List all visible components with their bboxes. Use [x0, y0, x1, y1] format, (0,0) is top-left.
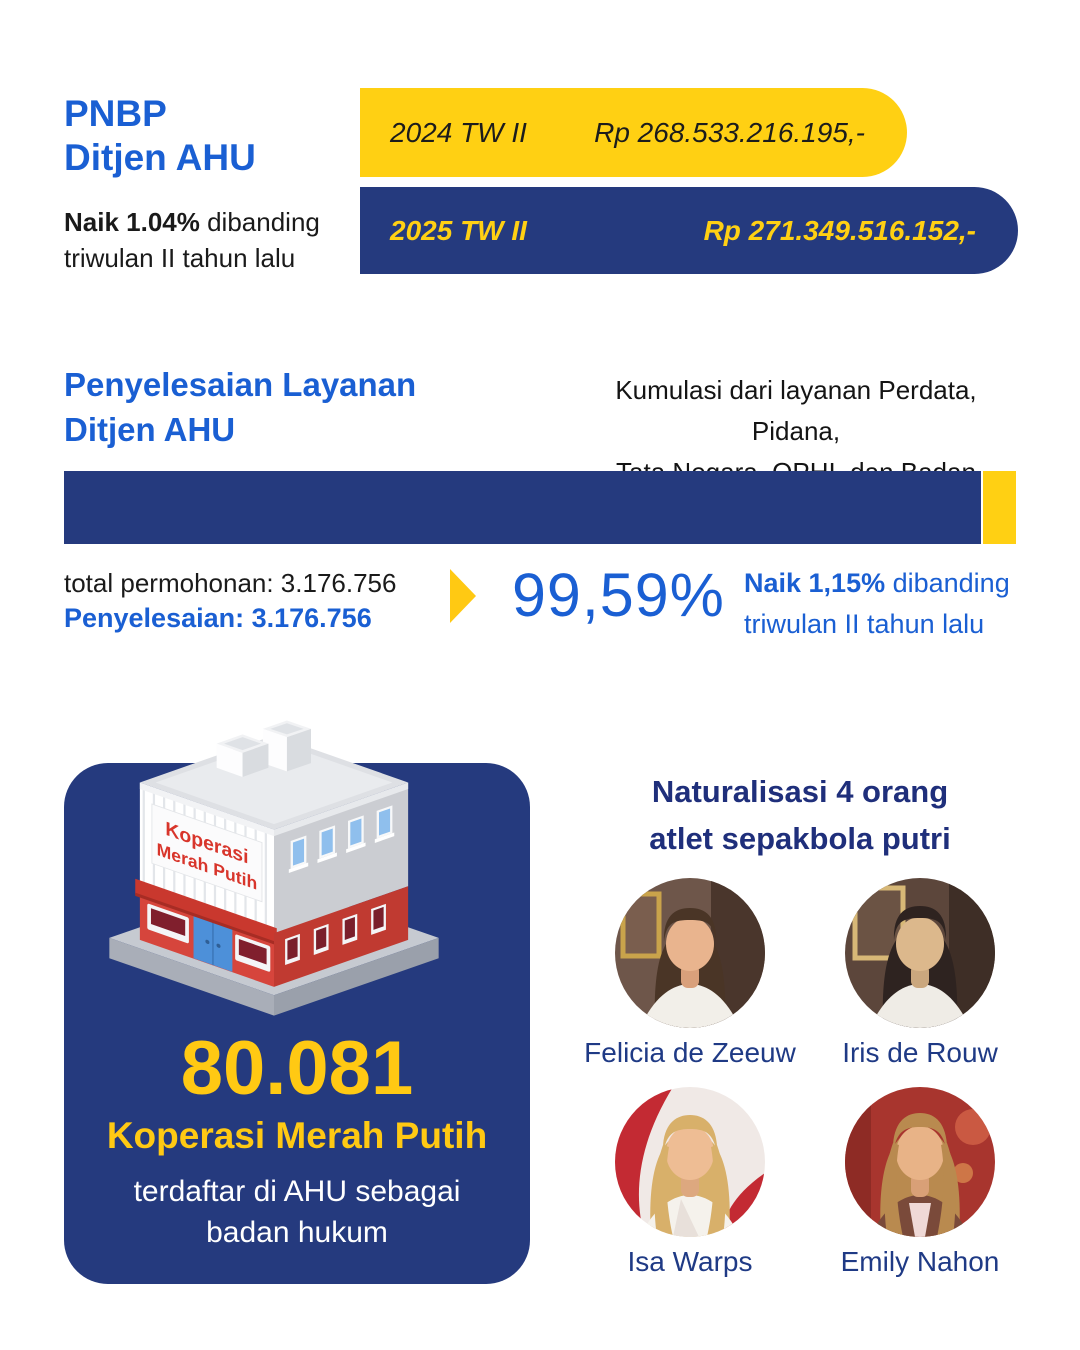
pnbp-subtitle-bold: Naik 1.04% — [64, 207, 200, 237]
layanan-note-line1: Kumulasi dari layanan Perdata, Pidana, — [615, 375, 977, 446]
athlete-felicia: Felicia de Zeeuw — [584, 878, 796, 1069]
layanan-title: Penyelesaian Layanan Ditjen AHU — [64, 362, 416, 452]
naturalisasi-title: Naturalisasi 4 orang atlet sepakbola putr… — [560, 768, 1040, 862]
athlete-photo-iris — [845, 878, 995, 1028]
total-permohonan-label: total permohonan: 3.176.756 — [64, 568, 397, 598]
bar-2025-value: Rp 271.349.516.152,- — [703, 214, 976, 246]
avatar-isa — [615, 1087, 765, 1237]
koperasi-count: 80.081 — [180, 1026, 414, 1111]
pnbp-header: PNBP Ditjen AHU Naik 1.04% dibanding triwu… — [64, 92, 364, 276]
pnbp-title-line2: Ditjen AHU — [64, 137, 256, 178]
arrow-right-icon — [450, 569, 476, 623]
koperasi-desc-line2: badan hukum — [206, 1216, 388, 1249]
koperasi-building-illustration: Koperasi Merah Putih — [109, 720, 439, 1016]
pnbp-subtitle: Naik 1.04% dibanding triwulan II tahun la… — [64, 204, 364, 276]
athlete-isa: Isa Warps — [615, 1087, 765, 1278]
avatar-felicia — [615, 878, 765, 1028]
progress-remaining-segment — [983, 471, 1016, 544]
bar-2025-period: 2025 TW II — [390, 214, 527, 246]
athletes-grid: Felicia de Zeeuw Iris de Rouw — [575, 878, 1035, 1278]
athlete-name: Felicia de Zeeuw — [584, 1037, 796, 1068]
bar-2024-period: 2024 TW II — [390, 116, 527, 148]
pnbp-subtitle-line2: triwulan II tahun lalu — [64, 243, 296, 273]
koperasi-card: Koperasi Merah Putih — [64, 720, 530, 1284]
layanan-title-line1: Penyelesaian Layanan — [64, 366, 417, 403]
avatar-iris — [845, 878, 995, 1028]
layanan-title-line2: Ditjen AHU — [64, 411, 236, 448]
athlete-iris: Iris de Rouw — [842, 878, 998, 1069]
layanan-naik-note: Naik 1,15% dibanding triwulan II tahun la… — [744, 563, 1034, 645]
progress-completed-segment — [64, 471, 981, 544]
pnbp-subtitle-rest: dibanding — [199, 207, 320, 237]
naturalisasi-title-line1: Naturalisasi 4 orang — [651, 774, 949, 809]
athlete-name: Emily Nahon — [840, 1246, 1000, 1277]
pnbp-title-line1: PNBP — [64, 93, 167, 134]
naturalisasi-title-line2: atlet sepakbola putri — [649, 821, 951, 856]
athlete-photo-emily — [844, 1087, 995, 1237]
bar-2024-tw2: 2024 TW II Rp 268.533.216.195,- — [360, 88, 907, 177]
bar-2024-value: Rp 268.533.216.195,- — [594, 116, 865, 148]
avatar-emily — [844, 1087, 995, 1237]
athlete-photo-isa — [615, 1087, 765, 1237]
athlete-emily: Emily Nahon — [840, 1087, 1000, 1278]
bar-2025-tw2: 2025 TW II Rp 271.349.516.152,- — [360, 187, 1018, 274]
layanan-naik-bold: Naik 1,15% — [744, 568, 886, 598]
koperasi-desc-line1: terdaftar di AHU sebagai — [133, 1175, 461, 1208]
athlete-name: Iris de Rouw — [842, 1037, 998, 1068]
penyelesaian-label: Penyelesaian: 3.176.756 — [64, 603, 372, 633]
pnbp-bar-chart: 2024 TW II Rp 268.533.216.195,- 2025 TW … — [360, 88, 1018, 274]
koperasi-description: terdaftar di AHU sebagai badan hukum — [64, 1171, 530, 1253]
layanan-naik-line2: triwulan II tahun lalu — [744, 609, 985, 639]
athlete-photo-felicia — [615, 878, 765, 1028]
athlete-name: Isa Warps — [627, 1246, 753, 1277]
completion-percent: 99,59% — [512, 561, 725, 629]
pnbp-title: PNBP Ditjen AHU — [64, 92, 364, 180]
koperasi-label: Koperasi Merah Putih — [106, 1115, 488, 1156]
permohonan-stats: total permohonan: 3.176.756 Penyelesaian… — [64, 566, 396, 636]
completion-progress-bar — [64, 471, 1016, 544]
layanan-naik-rest: dibanding — [885, 568, 1010, 598]
progress-divider — [981, 471, 983, 544]
